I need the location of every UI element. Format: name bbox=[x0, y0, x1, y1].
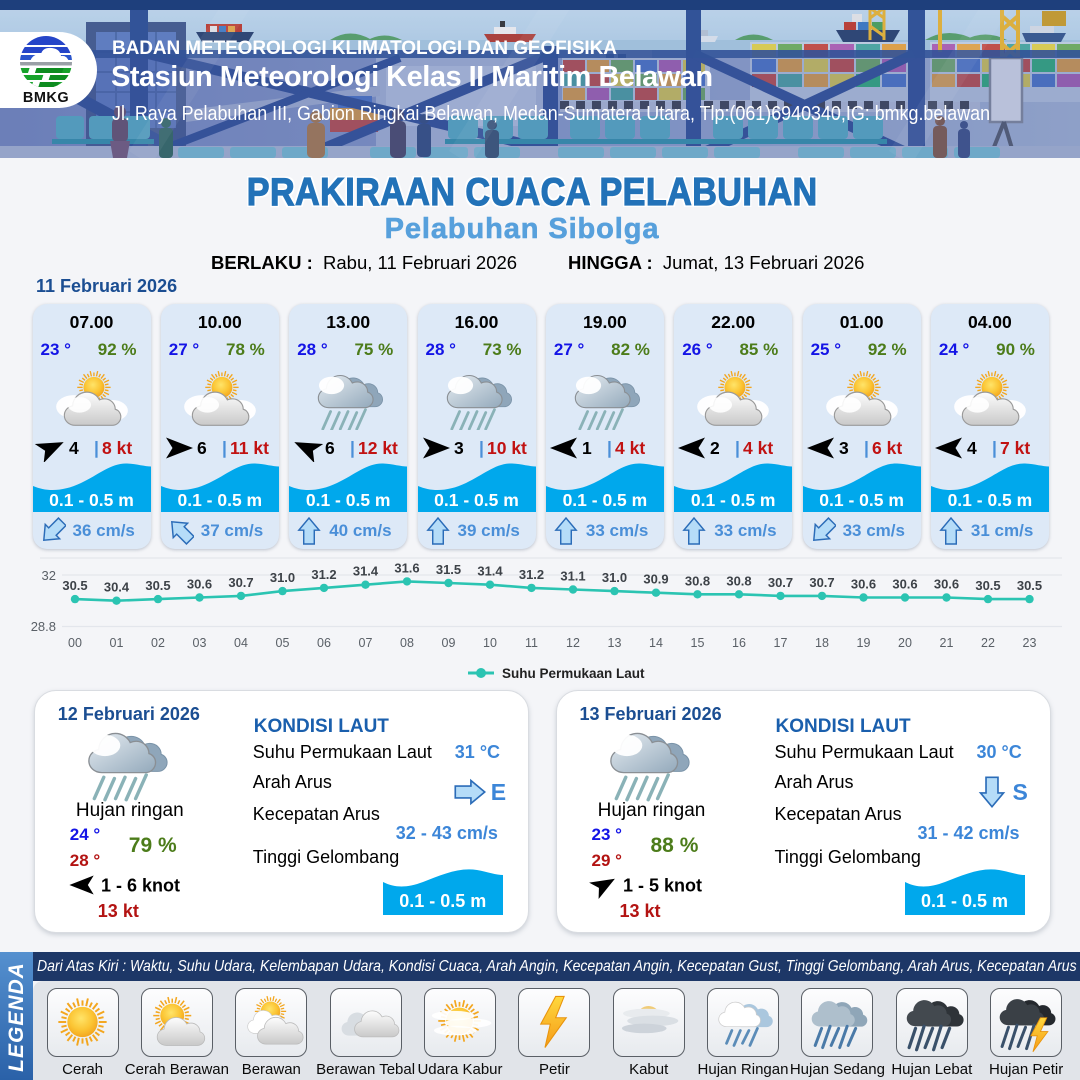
svg-text:10 kt: 10 kt bbox=[487, 438, 527, 458]
svg-text:30.7: 30.7 bbox=[768, 575, 793, 590]
svg-text:4 kt: 4 kt bbox=[615, 438, 645, 458]
svg-text:|: | bbox=[94, 438, 99, 458]
svg-text:4: 4 bbox=[69, 438, 79, 458]
svg-text:19: 19 bbox=[857, 636, 871, 650]
svg-text:4 kt: 4 kt bbox=[743, 438, 773, 458]
svg-text:08: 08 bbox=[400, 636, 414, 650]
svg-text:1 - 5 knot: 1 - 5 knot bbox=[623, 876, 702, 896]
svg-text:3: 3 bbox=[839, 438, 849, 458]
svg-text:28.8: 28.8 bbox=[31, 619, 56, 634]
svg-text:2: 2 bbox=[710, 438, 720, 458]
svg-text:31.1: 31.1 bbox=[560, 569, 585, 584]
svg-text:20: 20 bbox=[898, 636, 912, 650]
svg-text:30.6: 30.6 bbox=[934, 577, 959, 592]
svg-text:17: 17 bbox=[774, 636, 788, 650]
svg-text:22: 22 bbox=[981, 636, 995, 650]
svg-text:30.4: 30.4 bbox=[104, 580, 130, 595]
svg-text:07: 07 bbox=[359, 636, 373, 650]
svg-text:16: 16 bbox=[732, 636, 746, 650]
svg-text:7 kt: 7 kt bbox=[1000, 438, 1030, 458]
svg-text:31.0: 31.0 bbox=[602, 570, 627, 585]
svg-text:30.5: 30.5 bbox=[1017, 578, 1042, 593]
svg-text:31.0: 31.0 bbox=[270, 570, 295, 585]
svg-text:00: 00 bbox=[68, 636, 82, 650]
svg-text:31.5: 31.5 bbox=[436, 562, 461, 577]
svg-text:30.8: 30.8 bbox=[726, 573, 751, 588]
svg-text:32: 32 bbox=[42, 568, 56, 583]
svg-text:30.6: 30.6 bbox=[892, 577, 917, 592]
svg-text:3: 3 bbox=[454, 438, 464, 458]
svg-text:02: 02 bbox=[151, 636, 165, 650]
svg-text:21: 21 bbox=[940, 636, 954, 650]
svg-text:6: 6 bbox=[197, 438, 207, 458]
svg-text:30.9: 30.9 bbox=[643, 572, 668, 587]
svg-text:18: 18 bbox=[815, 636, 829, 650]
svg-text:09: 09 bbox=[442, 636, 456, 650]
svg-text:|: | bbox=[222, 438, 227, 458]
svg-text:30.5: 30.5 bbox=[62, 578, 87, 593]
svg-text:04: 04 bbox=[234, 636, 248, 650]
svg-text:31.2: 31.2 bbox=[519, 567, 544, 582]
svg-text:|: | bbox=[479, 438, 484, 458]
svg-text:11 kt: 11 kt bbox=[230, 438, 269, 458]
svg-text:01: 01 bbox=[110, 636, 124, 650]
svg-text:|: | bbox=[735, 438, 740, 458]
svg-text:8 kt: 8 kt bbox=[102, 438, 132, 458]
svg-text:30.6: 30.6 bbox=[187, 577, 212, 592]
svg-text:10: 10 bbox=[483, 636, 497, 650]
svg-text:BMKG: BMKG bbox=[23, 90, 69, 104]
svg-text:30.6: 30.6 bbox=[851, 577, 876, 592]
svg-text:|: | bbox=[992, 438, 997, 458]
svg-text:|: | bbox=[350, 438, 355, 458]
svg-text:30.5: 30.5 bbox=[975, 578, 1000, 593]
svg-text:11: 11 bbox=[525, 636, 538, 650]
svg-text:12: 12 bbox=[566, 636, 580, 650]
svg-text:31.6: 31.6 bbox=[394, 560, 419, 575]
svg-text:4: 4 bbox=[967, 438, 977, 458]
svg-text:14: 14 bbox=[649, 636, 663, 650]
svg-text:1 - 6 knot: 1 - 6 knot bbox=[101, 876, 180, 896]
svg-text:31.4: 31.4 bbox=[477, 564, 503, 579]
svg-text:30.7: 30.7 bbox=[809, 575, 834, 590]
svg-text:Suhu Permukaan Laut: Suhu Permukaan Laut bbox=[502, 666, 645, 681]
svg-text:15: 15 bbox=[691, 636, 705, 650]
svg-text:23: 23 bbox=[1023, 636, 1037, 650]
svg-text:|: | bbox=[607, 438, 612, 458]
svg-text:1: 1 bbox=[582, 438, 592, 458]
svg-text:30.5: 30.5 bbox=[145, 578, 170, 593]
svg-text:30.7: 30.7 bbox=[228, 575, 253, 590]
svg-text:03: 03 bbox=[193, 636, 207, 650]
svg-text:|: | bbox=[864, 438, 869, 458]
svg-text:05: 05 bbox=[276, 636, 290, 650]
svg-text:13: 13 bbox=[608, 636, 622, 650]
svg-text:31.4: 31.4 bbox=[353, 564, 379, 579]
svg-text:6: 6 bbox=[325, 438, 335, 458]
svg-text:31.2: 31.2 bbox=[311, 567, 336, 582]
svg-text:6 kt: 6 kt bbox=[872, 438, 902, 458]
svg-text:06: 06 bbox=[317, 636, 331, 650]
svg-text:30.8: 30.8 bbox=[685, 573, 710, 588]
svg-text:12 kt: 12 kt bbox=[358, 438, 398, 458]
